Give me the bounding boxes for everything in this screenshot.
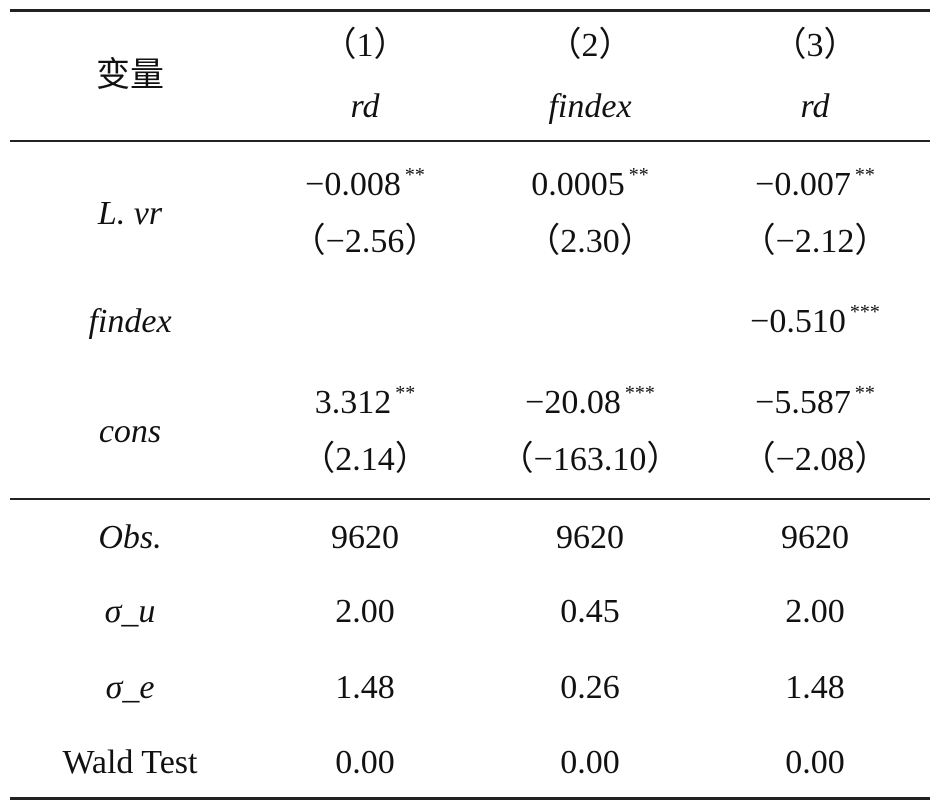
column-number: （2）	[547, 27, 633, 64]
coefficient: −0.007 **	[755, 165, 875, 203]
t-statistic: （−163.10）	[499, 441, 681, 478]
significance-stars: **	[628, 164, 649, 186]
bottom-rule	[10, 797, 930, 800]
row-label: L. vr	[97, 194, 163, 232]
stat-value: 9620	[781, 519, 849, 556]
coefficient: −0.008 **	[305, 165, 425, 203]
stat-value: 1.48	[785, 669, 845, 706]
header-variable: 变量	[96, 57, 164, 94]
stat-value: 2.00	[335, 593, 395, 630]
stat-value: 0.26	[560, 669, 620, 706]
significance-stars: **	[854, 382, 875, 404]
stat-value: 0.00	[560, 744, 620, 781]
coef-value: 3.312	[314, 384, 392, 421]
significance-stars: ***	[849, 301, 880, 323]
stat-value: 2.00	[785, 593, 845, 630]
coef-value: −5.587	[755, 384, 851, 421]
coefficient: −0.510 ***	[750, 302, 880, 340]
coefficient: 3.312 **	[314, 383, 416, 421]
stat-value: 0.00	[335, 744, 395, 781]
significance-stars: **	[854, 164, 875, 186]
coefficient: −5.587 **	[755, 383, 875, 421]
stat-label: σ_u	[104, 593, 156, 630]
stat-label: Wald Test	[62, 744, 198, 781]
row-label: findex	[88, 303, 172, 340]
stat-label: σ_e	[105, 669, 155, 706]
stat-value: 0.00	[785, 744, 845, 781]
stat-value: 9620	[331, 519, 399, 556]
significance-stars: **	[395, 382, 416, 404]
t-statistic: （−2.08）	[741, 441, 889, 478]
coefficient: 0.0005 **	[531, 165, 649, 203]
row-label: cons	[98, 412, 162, 450]
coef-value: −0.008	[305, 166, 401, 203]
t-statistic: （−2.12）	[741, 223, 889, 260]
significance-stars: ***	[624, 382, 655, 404]
t-statistic: （2.30）	[526, 223, 654, 260]
coefficient: −20.08 ***	[525, 383, 655, 421]
coef-value: 0.0005	[531, 166, 625, 203]
column-number: （1）	[322, 27, 408, 64]
dependent-variable: rd	[800, 88, 830, 125]
coef-value: −0.007	[755, 166, 851, 203]
top-rule	[10, 9, 930, 12]
column-number: （3）	[772, 27, 858, 64]
t-statistic: （2.14）	[301, 441, 429, 478]
dependent-variable: findex	[548, 88, 632, 125]
dependent-variable: rd	[350, 88, 380, 125]
coef-value: −0.510	[750, 303, 846, 340]
stats-rule	[10, 498, 930, 500]
coef-value: −20.08	[525, 384, 621, 421]
header-rule	[10, 140, 930, 142]
stat-value: 9620	[556, 519, 624, 556]
stat-value: 0.45	[560, 593, 620, 630]
stat-label: Obs.	[98, 519, 162, 556]
t-statistic: （−2.56）	[291, 223, 439, 260]
significance-stars: **	[404, 164, 425, 186]
stat-value: 1.48	[335, 669, 395, 706]
